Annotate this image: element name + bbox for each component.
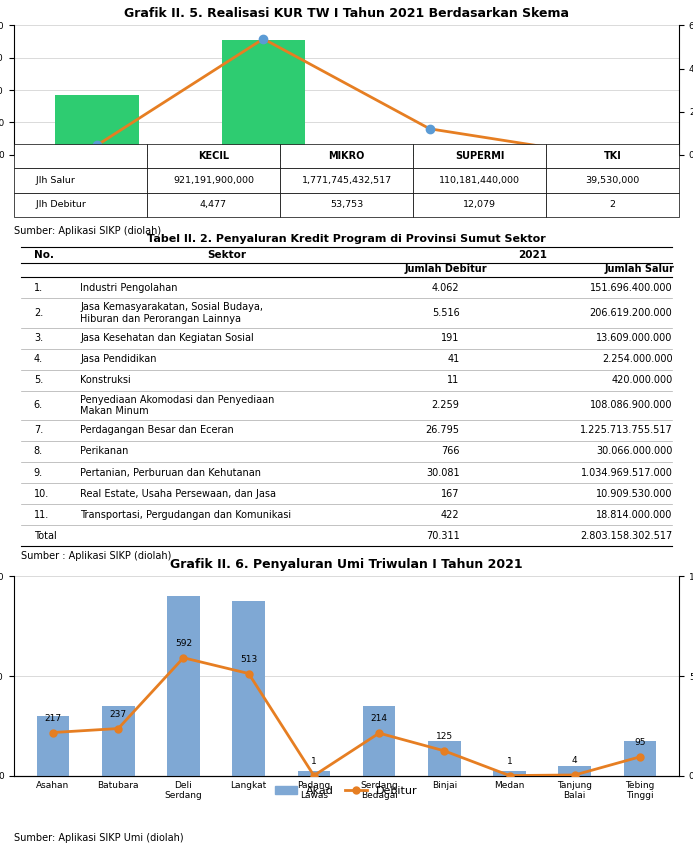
Text: Makan Minum: Makan Minum bbox=[80, 406, 149, 416]
Text: Konstruksi: Konstruksi bbox=[80, 376, 131, 385]
Text: 1: 1 bbox=[507, 757, 512, 766]
Text: Penyediaan Akomodasi dan Penyediaan: Penyediaan Akomodasi dan Penyediaan bbox=[80, 394, 274, 404]
Bar bbox=[493, 771, 526, 776]
Text: 420.000.000: 420.000.000 bbox=[611, 376, 672, 385]
Text: 2.259: 2.259 bbox=[432, 400, 459, 410]
Legend: Akad, Debitur: Akad, Debitur bbox=[271, 782, 422, 800]
Text: 5.: 5. bbox=[34, 376, 43, 385]
Bar bbox=[222, 41, 305, 154]
Text: 7.: 7. bbox=[34, 425, 43, 436]
Text: 10.: 10. bbox=[34, 489, 49, 499]
Text: 3.: 3. bbox=[34, 333, 43, 344]
Text: 11.: 11. bbox=[34, 510, 49, 520]
Text: 214: 214 bbox=[371, 714, 387, 723]
Text: Jumlah Debitur: Jumlah Debitur bbox=[405, 264, 488, 274]
Bar bbox=[167, 597, 200, 776]
Text: Sumber: Aplikasi SIKP (diolah): Sumber: Aplikasi SIKP (diolah) bbox=[14, 225, 161, 235]
Text: 26.795: 26.795 bbox=[426, 425, 459, 436]
Text: 217: 217 bbox=[44, 714, 62, 722]
Title: Grafik II. 5. Realisasi KUR TW I Tahun 2021 Berdasarkan Skema: Grafik II. 5. Realisasi KUR TW I Tahun 2… bbox=[124, 7, 569, 20]
Text: Transportasi, Pergudangan dan Komunikasi: Transportasi, Pergudangan dan Komunikasi bbox=[80, 510, 292, 520]
Text: 151.696.400.000: 151.696.400.000 bbox=[590, 283, 672, 293]
Bar bbox=[388, 148, 471, 154]
Text: Jasa Kesehatan dan Kegiatan Sosial: Jasa Kesehatan dan Kegiatan Sosial bbox=[80, 333, 254, 344]
Bar bbox=[428, 741, 461, 776]
Text: Jasa Pendidikan: Jasa Pendidikan bbox=[80, 354, 157, 365]
Text: Industri Pengolahan: Industri Pengolahan bbox=[80, 283, 178, 293]
Text: 592: 592 bbox=[175, 639, 192, 648]
Text: Jasa Kemasyarakatan, Sosial Budaya,: Jasa Kemasyarakatan, Sosial Budaya, bbox=[80, 302, 263, 312]
Text: 191: 191 bbox=[441, 333, 459, 344]
Text: 513: 513 bbox=[240, 655, 257, 663]
Bar bbox=[37, 716, 69, 776]
Bar bbox=[102, 706, 134, 776]
Text: Real Estate, Usaha Persewaan, dan Jasa: Real Estate, Usaha Persewaan, dan Jasa bbox=[80, 489, 277, 499]
Text: Perdagangan Besar dan Eceran: Perdagangan Besar dan Eceran bbox=[80, 425, 234, 436]
Text: 1.034.969.517.000: 1.034.969.517.000 bbox=[581, 468, 672, 478]
Text: 30.066.000.000: 30.066.000.000 bbox=[596, 446, 672, 457]
Text: 13.609.000.000: 13.609.000.000 bbox=[596, 333, 672, 344]
Text: Perikanan: Perikanan bbox=[80, 446, 129, 457]
Text: 11: 11 bbox=[448, 376, 459, 385]
Text: Hiburan dan Perorangan Lainnya: Hiburan dan Perorangan Lainnya bbox=[80, 314, 241, 324]
Text: 5.516: 5.516 bbox=[432, 308, 459, 318]
Text: 2.803.158.302.517: 2.803.158.302.517 bbox=[580, 531, 672, 541]
Text: 18.814.000.000: 18.814.000.000 bbox=[596, 510, 672, 520]
Bar bbox=[559, 766, 591, 776]
Text: 2.: 2. bbox=[34, 308, 43, 318]
Text: 4.: 4. bbox=[34, 354, 43, 365]
Text: 6.: 6. bbox=[34, 400, 43, 410]
Text: 9.: 9. bbox=[34, 468, 43, 478]
Text: Sektor: Sektor bbox=[207, 250, 246, 260]
Text: 167: 167 bbox=[441, 489, 459, 499]
Text: 10.909.530.000: 10.909.530.000 bbox=[596, 489, 672, 499]
Text: Sumber : Aplikasi SIKP (diolah): Sumber : Aplikasi SIKP (diolah) bbox=[21, 551, 171, 561]
Title: Grafik II. 6. Penyaluran Umi Triwulan I Tahun 2021: Grafik II. 6. Penyaluran Umi Triwulan I … bbox=[170, 558, 523, 571]
Text: 4: 4 bbox=[572, 756, 577, 766]
Bar bbox=[363, 706, 396, 776]
Text: Sumber: Aplikasi SIKP Umi (diolah): Sumber: Aplikasi SIKP Umi (diolah) bbox=[14, 832, 184, 842]
Bar bbox=[55, 95, 139, 154]
Bar bbox=[297, 771, 330, 776]
Text: 237: 237 bbox=[109, 710, 127, 719]
Text: Tabel II. 2. Penyaluran Kredit Program di Provinsi Sumut Sektor: Tabel II. 2. Penyaluran Kredit Program d… bbox=[147, 234, 546, 244]
Text: 1.225.713.755.517: 1.225.713.755.517 bbox=[580, 425, 672, 436]
Text: 4.062: 4.062 bbox=[432, 283, 459, 293]
Text: 206.619.200.000: 206.619.200.000 bbox=[590, 308, 672, 318]
Text: 422: 422 bbox=[441, 510, 459, 520]
Text: 2.254.000.000: 2.254.000.000 bbox=[602, 354, 672, 365]
Text: 108.086.900.000: 108.086.900.000 bbox=[590, 400, 672, 410]
Text: 30.081: 30.081 bbox=[426, 468, 459, 478]
Text: 1.: 1. bbox=[34, 283, 43, 293]
Text: 125: 125 bbox=[436, 732, 453, 741]
Text: No.: No. bbox=[34, 250, 54, 260]
Text: 41: 41 bbox=[448, 354, 459, 365]
Text: Total: Total bbox=[34, 531, 57, 541]
Text: 766: 766 bbox=[441, 446, 459, 457]
Text: 70.311: 70.311 bbox=[426, 531, 459, 541]
Text: Pertanian, Perburuan dan Kehutanan: Pertanian, Perburuan dan Kehutanan bbox=[80, 468, 261, 478]
Text: 95: 95 bbox=[634, 738, 646, 747]
Text: 1: 1 bbox=[311, 757, 317, 766]
Text: 2021: 2021 bbox=[518, 250, 547, 260]
Bar bbox=[232, 602, 265, 776]
Text: 8.: 8. bbox=[34, 446, 43, 457]
Bar bbox=[624, 741, 656, 776]
Text: Jumlah Salur: Jumlah Salur bbox=[604, 264, 674, 274]
